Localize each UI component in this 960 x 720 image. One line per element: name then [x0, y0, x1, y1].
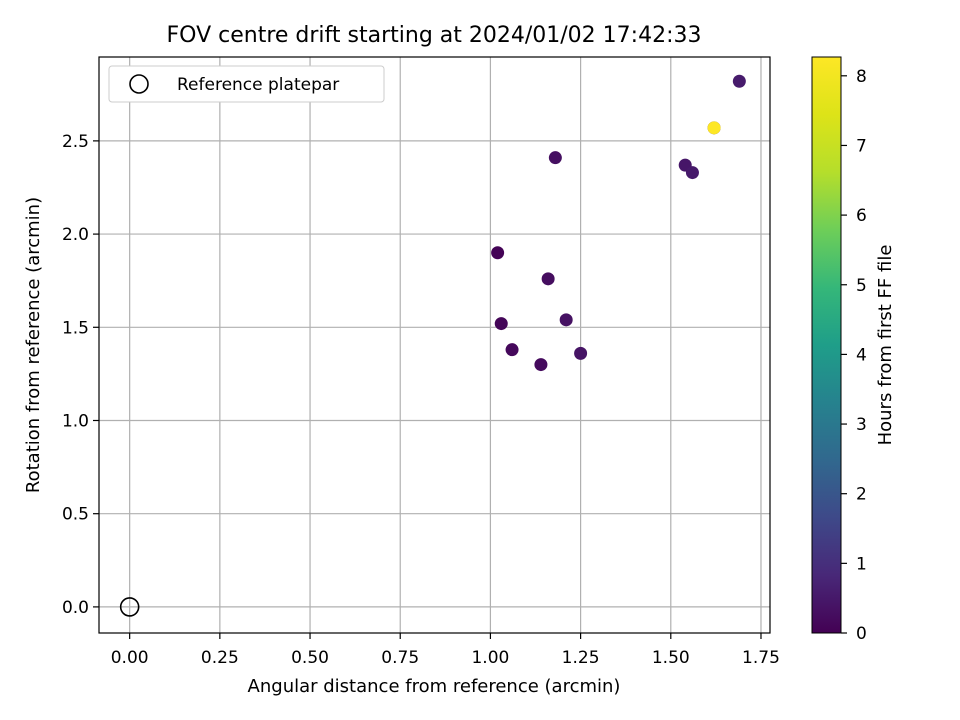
- x-tick-label: 1.75: [742, 648, 780, 668]
- data-point: [559, 313, 573, 327]
- grid-lines: [99, 57, 770, 633]
- colorbar-tick-label: 6: [856, 206, 867, 226]
- legend-box: [108, 65, 385, 103]
- colorbar-tick-label: 5: [856, 276, 867, 296]
- y-axis-label: Rotation from reference (arcmin): [23, 197, 44, 493]
- colorbar-ticks: 0 1 2 3 4 5 6 7 8: [841, 67, 867, 644]
- legend-reference-icon: [129, 74, 149, 94]
- colorbar-tick-label: 0: [856, 624, 867, 644]
- data-points: [491, 74, 746, 372]
- x-tick-label: 1.00: [471, 648, 509, 668]
- y-axis-ticks: 0.0 0.5 1.0 1.5 2.0 2.5: [62, 132, 99, 618]
- y-tick-label: 2.0: [62, 225, 89, 245]
- colorbar-tick-label: 8: [856, 67, 867, 87]
- data-point: [548, 151, 562, 165]
- colorbar-tick-label: 4: [856, 345, 867, 365]
- legend: Reference platepar: [108, 65, 385, 103]
- data-point: [541, 272, 555, 286]
- x-axis-label: Angular distance from reference (arcmin): [248, 676, 621, 697]
- y-tick-label: 0.5: [62, 505, 89, 525]
- colorbar-tick-label: 2: [856, 485, 867, 505]
- y-tick-label: 1.5: [62, 318, 89, 338]
- colorbar-tick-label: 3: [856, 415, 867, 435]
- reference-marker: [119, 597, 140, 617]
- colorbar: 0 1 2 3 4 5 6 7 8 Hours from first FF file: [811, 56, 896, 644]
- data-point: [534, 358, 548, 372]
- x-tick-label: 0.75: [381, 648, 419, 668]
- colorbar-gradient: [811, 56, 842, 634]
- y-tick-label: 0.0: [62, 598, 89, 618]
- colorbar-tick-label: 7: [856, 136, 867, 156]
- data-point: [707, 121, 721, 135]
- x-tick-label: 0.50: [291, 648, 329, 668]
- x-tick-label: 0.25: [201, 648, 239, 668]
- colorbar-label: Hours from first FF file: [875, 245, 896, 446]
- plot-frame: [98, 56, 771, 634]
- data-point: [685, 166, 699, 180]
- y-tick-label: 1.0: [62, 411, 89, 431]
- data-point: [574, 346, 588, 360]
- x-tick-label: 1.25: [562, 648, 600, 668]
- x-tick-label: 1.50: [652, 648, 690, 668]
- data-point: [732, 74, 746, 88]
- data-point: [494, 317, 508, 331]
- chart-title: FOV centre drift starting at 2024/01/02 …: [167, 23, 702, 48]
- legend-reference-label: Reference platepar: [177, 75, 339, 95]
- x-axis-ticks: 0.00 0.25 0.50 0.75 1.00 1.25 1.50 1.75: [111, 633, 780, 668]
- colorbar-tick-label: 1: [856, 554, 867, 574]
- data-point: [491, 246, 505, 260]
- x-tick-label: 0.00: [111, 648, 149, 668]
- y-tick-label: 2.5: [62, 132, 89, 152]
- data-point: [505, 343, 519, 357]
